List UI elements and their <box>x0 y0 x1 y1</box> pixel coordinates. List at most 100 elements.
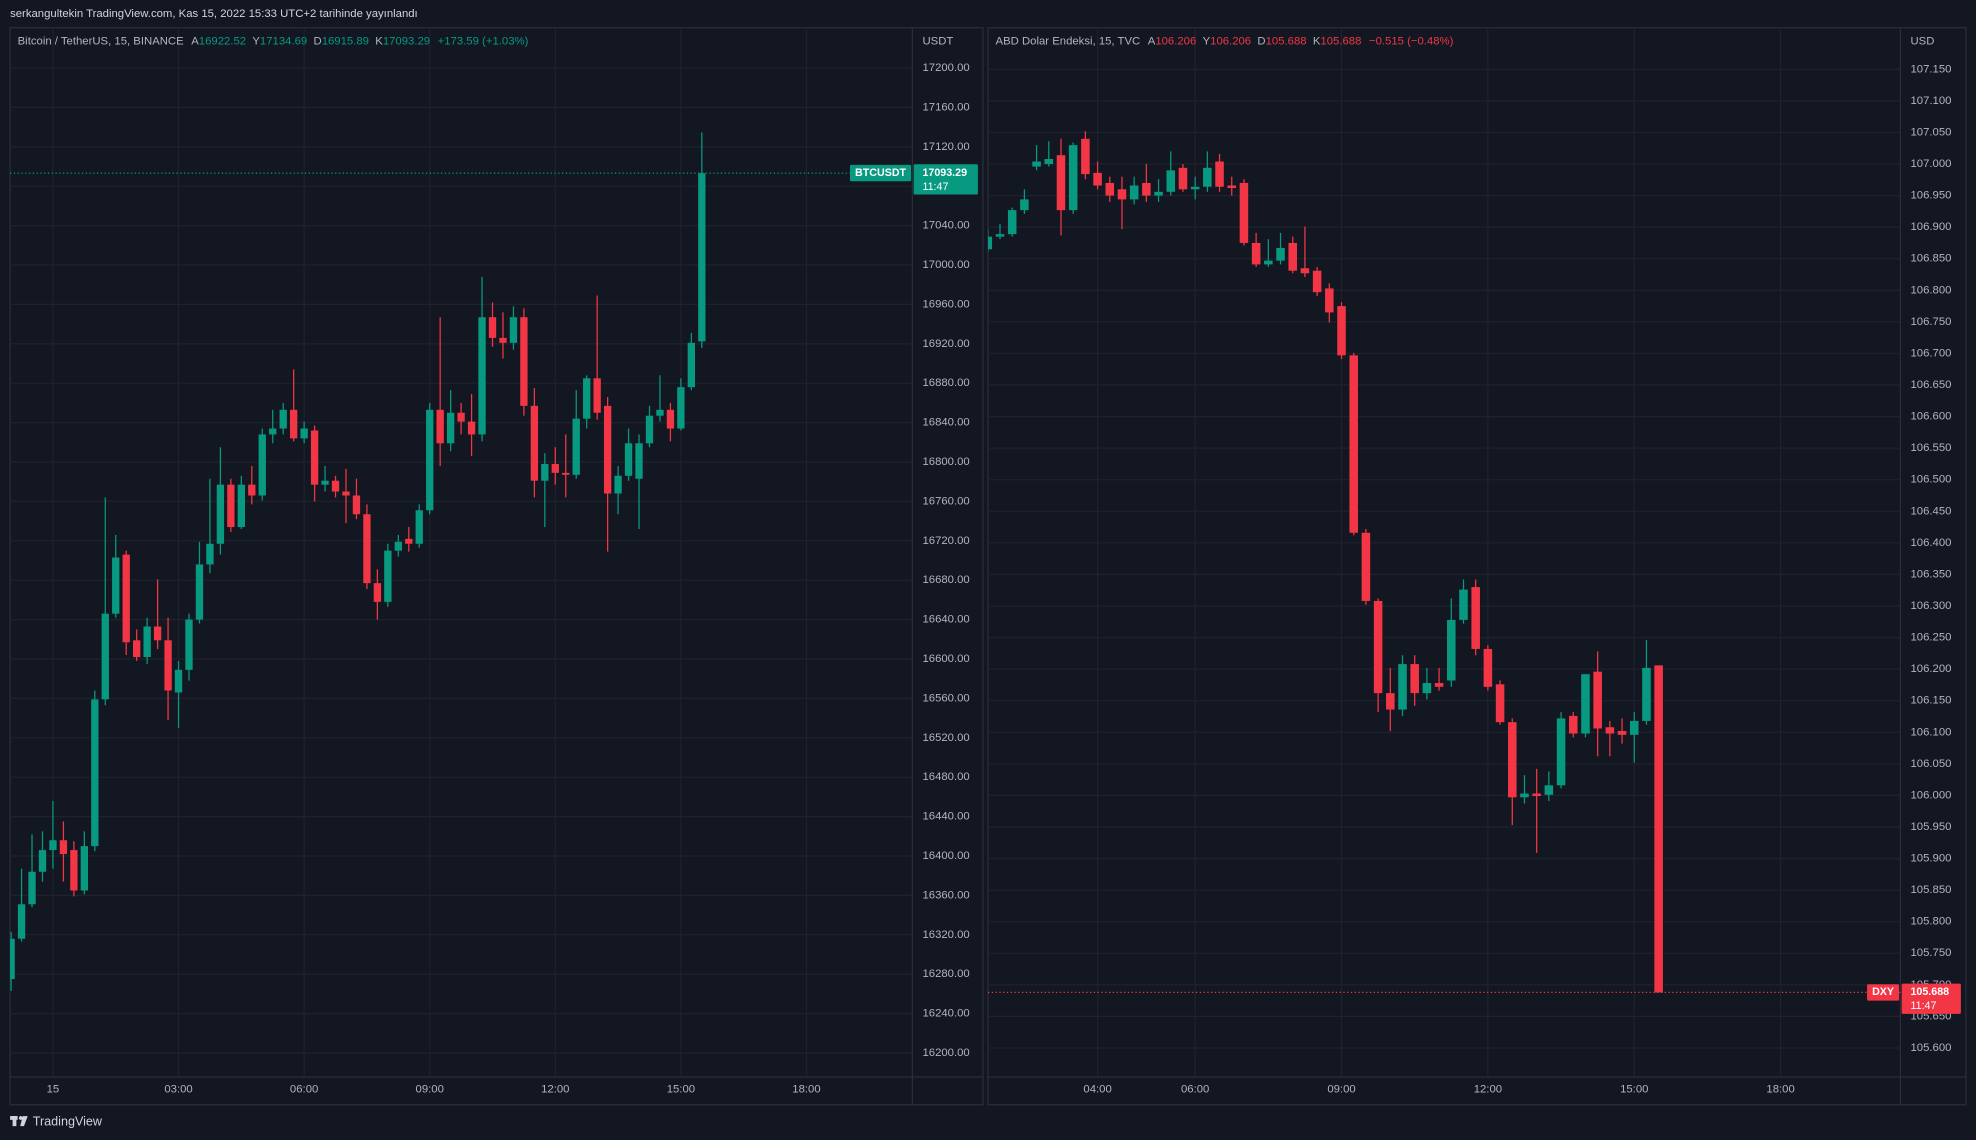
candle-body <box>572 418 580 475</box>
candles <box>10 132 706 991</box>
y-tick-label: 16520.00 <box>922 732 969 744</box>
candle-body <box>59 840 68 855</box>
brand-name[interactable]: TradingView <box>33 1115 103 1129</box>
candle-body <box>635 443 643 479</box>
candle-body <box>1447 619 1456 681</box>
x-tick-label: 15:00 <box>667 1084 695 1096</box>
candle-body <box>112 557 120 614</box>
x-tick-label: 09:00 <box>1327 1084 1355 1096</box>
panel-background <box>9 27 984 1106</box>
candle-body <box>624 443 633 476</box>
y-tick-label: 106.200 <box>1910 663 1951 675</box>
candle-body <box>1617 731 1627 735</box>
y-tick-label: 17040.00 <box>922 220 969 232</box>
candle-body <box>1044 158 1054 165</box>
y-tick-label: 16200.00 <box>922 1047 969 1059</box>
candle-body <box>1068 145 1078 211</box>
candle-body <box>1117 189 1127 200</box>
y-tick-label: 106.150 <box>1910 695 1951 707</box>
y-tick-label: 105.950 <box>1910 821 1951 833</box>
x-tick-label: 15 <box>47 1084 60 1096</box>
y-tick-label: 16920.00 <box>922 338 969 350</box>
candle-body <box>593 378 601 413</box>
y-tick-label: 106.900 <box>1910 221 1951 233</box>
candle-body <box>1190 186 1200 190</box>
symbol-tag-text: BTCUSDT <box>855 167 907 179</box>
candle-body <box>1410 664 1419 694</box>
chart-panel: 105.600105.650105.700105.750105.800105.8… <box>987 27 1967 1106</box>
candle-body <box>656 409 664 416</box>
legend-ohlc-label: A <box>191 36 199 48</box>
y-tick-label: 106.250 <box>1910 632 1951 644</box>
candle-body <box>1373 600 1383 694</box>
y-tick-label: 106.350 <box>1910 568 1951 580</box>
y-tick-label: 16280.00 <box>922 968 969 980</box>
x-tick-label: 06:00 <box>290 1084 318 1096</box>
legend-ohlc-value: 106.206 <box>1210 36 1251 48</box>
chart-panel: 16200.00 16240.00 16280.00 16320.00 16360.00… <box>9 27 984 1106</box>
legend-symbol: Bitcoin / TetherUS, 15, BINANCE <box>18 36 184 48</box>
candle-body <box>530 405 539 481</box>
candle-body <box>206 543 214 565</box>
logo-part <box>12 1116 17 1127</box>
y-tick-label: 106.950 <box>1910 190 1951 202</box>
candle-body <box>1483 648 1493 687</box>
candle-body <box>122 554 130 643</box>
candle-body <box>603 405 612 494</box>
legend-ohlc-value: 16915.89 <box>322 36 369 48</box>
y-tick-label: 16360.00 <box>922 889 969 901</box>
candle-body <box>488 317 497 338</box>
y-tick-label: 105.800 <box>1910 916 1951 928</box>
y-tick-label: 16240.00 <box>922 1008 969 1020</box>
legend-change: −0.515 (−0.48%) <box>1369 36 1454 48</box>
countdown: 11:47 <box>1910 1000 1936 1012</box>
candle-body <box>405 538 413 544</box>
candle-body <box>562 472 570 475</box>
candle-body <box>342 491 350 496</box>
candle-body <box>1337 306 1346 356</box>
candle-body <box>1007 210 1017 235</box>
symbol-tag-text: DXY <box>1872 986 1894 998</box>
y-tick-label: 107.150 <box>1910 63 1951 75</box>
y-tick-label: 16720.00 <box>922 535 969 547</box>
brand-logo <box>10 1116 28 1127</box>
y-tick-label: 106.100 <box>1910 726 1951 738</box>
candle-body <box>677 387 685 429</box>
candle-body <box>1288 242 1297 271</box>
candle-body <box>687 342 696 388</box>
candle-body <box>1239 182 1249 243</box>
candle-body <box>1422 683 1432 694</box>
candle-body <box>499 337 507 343</box>
legend-ohlc-label: Y <box>252 36 260 48</box>
legend-ohlc-label: D <box>1257 36 1265 48</box>
candle-body <box>1593 671 1602 729</box>
y-tick-label: 106.800 <box>1910 284 1951 296</box>
x-tick-label: 15:00 <box>1620 1084 1648 1096</box>
candle-body <box>1520 793 1529 798</box>
y-tick-label: 106.750 <box>1910 316 1951 328</box>
candle-body <box>185 619 193 670</box>
candle-body <box>153 626 162 641</box>
candle-body <box>1032 161 1041 167</box>
y-tick-label: 106.850 <box>1910 253 1951 265</box>
candle-body <box>1508 722 1517 798</box>
y-tick-label: 106.400 <box>1910 537 1951 549</box>
candle-body <box>1629 720 1639 735</box>
candle-body <box>101 613 109 700</box>
panel-background <box>987 27 1967 1106</box>
x-tick-label: 04:00 <box>1083 1084 1111 1096</box>
candle-body <box>995 234 1005 237</box>
candle-body <box>457 412 465 422</box>
x-tick-label: 18:00 <box>792 1084 820 1096</box>
logo-part <box>20 1116 28 1127</box>
candle-body <box>1227 185 1237 189</box>
y-tick-label: 105.900 <box>1910 853 1951 865</box>
candle-body <box>1215 161 1224 187</box>
legend-ohlc-label: K <box>375 36 383 48</box>
candle-body <box>551 463 559 473</box>
candle-body <box>1349 355 1358 533</box>
candle-body <box>1325 288 1334 313</box>
candle-body <box>1276 248 1285 261</box>
candle-body <box>352 495 361 515</box>
y-tick-label: 16320.00 <box>922 929 969 941</box>
